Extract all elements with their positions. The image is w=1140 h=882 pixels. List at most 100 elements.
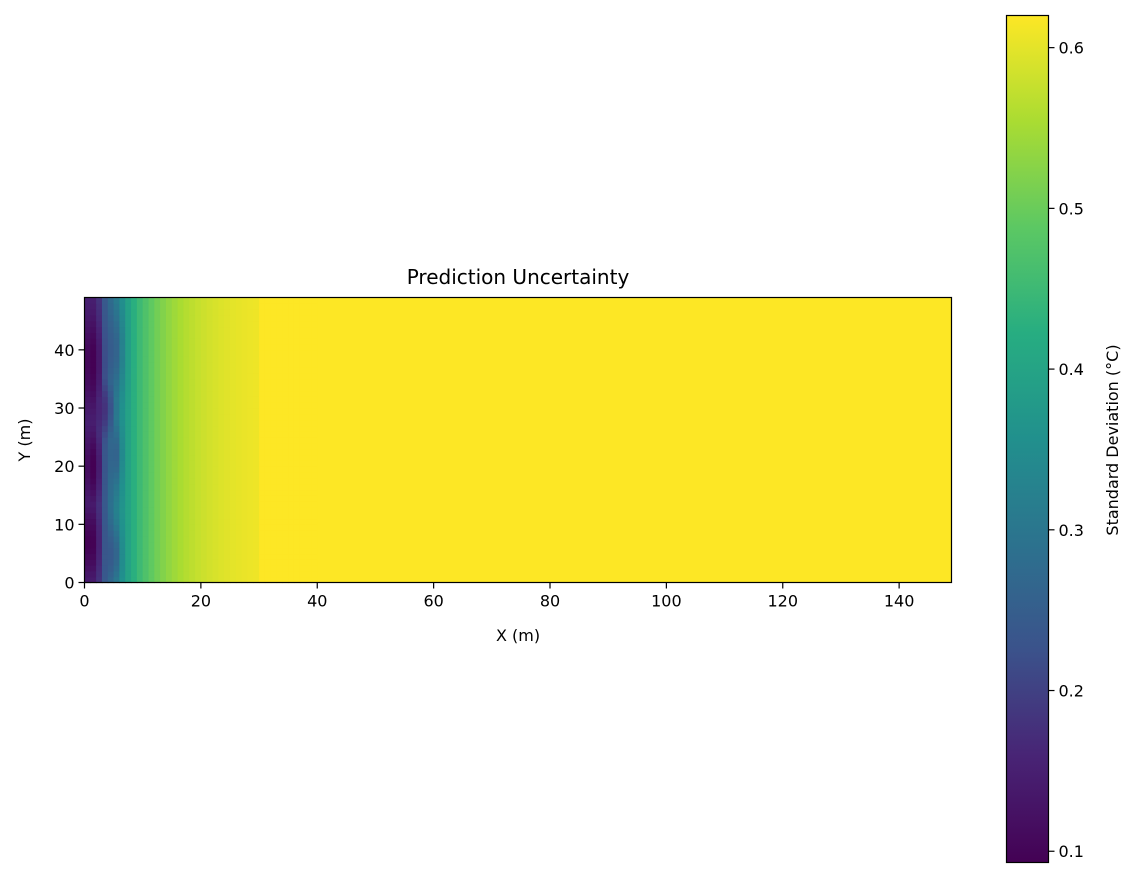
heatmap-cell: [218, 471, 225, 479]
heatmap-cell: [212, 378, 219, 386]
heatmap-cell: [276, 565, 283, 572]
heatmap-cell: [264, 402, 272, 409]
heatmap-cell: [160, 570, 167, 578]
heatmap-cell: [270, 442, 278, 450]
heatmap-cell: [142, 442, 150, 450]
heatmap-cell: [235, 535, 243, 543]
heatmap-cell: [247, 524, 254, 531]
heatmap-cell: [311, 314, 318, 322]
heatmap-cell: [165, 378, 173, 386]
heatmap-cell: [206, 471, 214, 479]
heatmap-cell: [107, 495, 115, 502]
heatmap-cell: [131, 390, 138, 397]
heatmap-cell: [119, 413, 126, 421]
heatmap-cell: [224, 460, 231, 467]
heatmap-cell: [107, 355, 115, 363]
heatmap-cell: [96, 483, 103, 491]
heatmap-cell: [165, 495, 173, 502]
heatmap-cell: [212, 431, 219, 438]
heatmap-cell: [101, 553, 109, 560]
heatmap-cell: [276, 326, 283, 333]
heatmap-cell: [160, 466, 167, 473]
heatmap-cell: [96, 506, 103, 514]
heatmap-cell: [299, 384, 307, 392]
heatmap-cell: [282, 466, 289, 473]
heatmap-cell: [288, 530, 295, 537]
heatmap-cell: [101, 390, 109, 397]
heatmap-cell: [154, 541, 161, 549]
heatmap-cell: [218, 477, 225, 485]
heatmap-cell: [276, 541, 283, 549]
heatmap-cell: [142, 361, 150, 368]
heatmap-cell: [101, 576, 109, 584]
heatmap-cell: [90, 338, 97, 345]
heatmap-cell: [189, 477, 196, 485]
heatmap-cell: [148, 431, 155, 438]
heatmap-cell: [264, 408, 272, 415]
heatmap-cell: [101, 541, 109, 549]
heatmap-cell: [183, 314, 190, 322]
heatmap-cell: [299, 402, 307, 409]
heatmap-cell: [305, 437, 313, 444]
heatmap-cell: [113, 541, 121, 549]
heatmap-cell: [101, 320, 109, 328]
heatmap-cell: [288, 338, 295, 345]
heatmap-cell: [276, 535, 283, 543]
heatmap-cell: [119, 320, 126, 328]
heatmap-cell: [299, 396, 307, 403]
heatmap-cell: [206, 373, 214, 380]
heatmap-cell: [125, 547, 132, 555]
heatmap-cell: [253, 565, 260, 572]
heatmap-cell: [311, 576, 318, 584]
heatmap-cell: [288, 355, 295, 363]
heatmap-cell: [253, 437, 260, 444]
heatmap-cell: [142, 396, 150, 403]
heatmap-cell: [125, 344, 132, 351]
heatmap-cell: [131, 297, 138, 304]
heatmap-cell: [247, 402, 254, 409]
heatmap-cell: [101, 297, 109, 304]
heatmap-cell: [195, 402, 202, 409]
heatmap-cell: [136, 530, 144, 537]
heatmap-cell: [224, 396, 231, 403]
heatmap-cell: [229, 413, 237, 421]
heatmap-cell: [229, 524, 237, 531]
heatmap-cell: [311, 512, 318, 520]
heatmap-cell: [154, 559, 161, 566]
heatmap-cell: [171, 460, 179, 467]
heatmap-cell: [119, 431, 126, 438]
heatmap-cell: [125, 477, 132, 485]
heatmap-cell: [229, 384, 237, 392]
heatmap-cell: [177, 466, 185, 473]
heatmap-cell: [84, 460, 91, 467]
heatmap-cell: [84, 390, 91, 397]
heatmap-cell: [299, 541, 307, 549]
heatmap-cell: [142, 344, 150, 351]
heatmap-cell: [189, 390, 196, 397]
heatmap-cell: [96, 541, 103, 549]
heatmap-cell: [247, 303, 254, 310]
heatmap-cell: [136, 570, 144, 578]
heatmap-cell: [299, 530, 307, 537]
heatmap-cell: [136, 384, 144, 392]
heatmap-cell: [195, 483, 202, 491]
heatmap-cell: [189, 553, 196, 560]
heatmap-cell: [264, 466, 272, 473]
heatmap-cell: [101, 565, 109, 572]
heatmap-cell: [84, 530, 91, 537]
heatmap-cell: [311, 303, 318, 310]
heatmap-cell: [165, 489, 173, 496]
heatmap-cell: [148, 460, 155, 467]
heatmap-cell: [235, 524, 243, 531]
heatmap-cell: [125, 483, 132, 491]
heatmap-cell: [125, 361, 132, 368]
heatmap-cell: [235, 541, 243, 549]
heatmap-cell: [131, 541, 138, 549]
heatmap-cell: [276, 373, 283, 380]
colorbar: [1005, 14, 1050, 864]
heatmap-cell: [177, 425, 185, 432]
heatmap-cell: [125, 314, 132, 322]
heatmap-cell: [101, 361, 109, 368]
heatmap-cell: [206, 419, 214, 427]
